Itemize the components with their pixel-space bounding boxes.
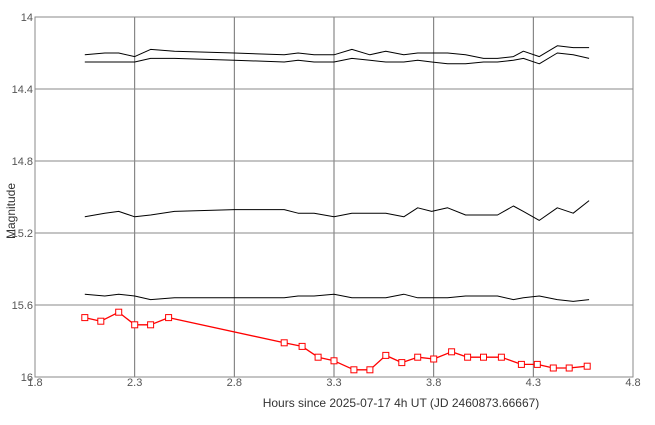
y-tick-label: 14 [21, 12, 33, 24]
y-tick-label: 15.2 [12, 228, 33, 240]
series-5-point [448, 348, 456, 356]
series-5-point [398, 359, 406, 367]
series-1-line [84, 45, 590, 59]
series-markers [81, 308, 591, 374]
series-3-line [84, 200, 590, 221]
series-5-point [81, 314, 89, 322]
x-tick-label: 1.8 [27, 377, 42, 389]
series-5-point [430, 355, 438, 363]
series-5-point [280, 339, 288, 347]
x-tick-label: 3.3 [326, 377, 341, 389]
x-tick-label: 4.8 [625, 377, 640, 389]
series-5-point [115, 308, 123, 316]
series-lines [84, 45, 590, 371]
y-tick-label: 14.8 [12, 156, 33, 168]
x-tick-label: 2.8 [227, 377, 242, 389]
series-5-point [298, 342, 306, 350]
x-axis-label: Hours since 2025-07-17 4h UT (JD 2460873… [263, 396, 540, 410]
series-5-point [480, 353, 487, 361]
series-5-point [147, 321, 155, 329]
x-tick-label: 2.3 [127, 377, 142, 389]
tick-labels: 1.8 2.3 2.8 3.3 3.8 4.3 4.8 14 14.4 14.8 15.2 15.6 1… [12, 12, 641, 389]
series-5-point [350, 366, 358, 374]
series-5-point [583, 362, 591, 370]
series-4-line [84, 293, 590, 302]
series-5-point [497, 353, 505, 361]
series-5-point [414, 353, 422, 361]
series-5-point [382, 351, 390, 359]
series-5-point [165, 314, 173, 322]
y-tick-label: 16 [21, 372, 33, 384]
y-tick-label: 14.4 [12, 84, 33, 96]
grid-lines [35, 17, 633, 377]
y-tick-label: 15.6 [12, 300, 33, 312]
series-5-point [565, 364, 573, 372]
series-5-point [97, 317, 105, 325]
series-5-point [549, 364, 557, 372]
series-5-point [131, 321, 139, 329]
series-5-point [314, 353, 322, 361]
series-5-point [366, 366, 374, 374]
series-5-point [533, 360, 541, 368]
x-tick-label: 4.3 [526, 377, 541, 389]
y-axis-label: Magnitude [4, 183, 18, 239]
series-5-point [464, 353, 472, 361]
series-2-line [84, 52, 590, 65]
x-tick-label: 3.8 [426, 377, 441, 389]
series-5-point [517, 360, 525, 368]
plot-frame [34, 16, 634, 378]
series-5-point [330, 357, 338, 365]
